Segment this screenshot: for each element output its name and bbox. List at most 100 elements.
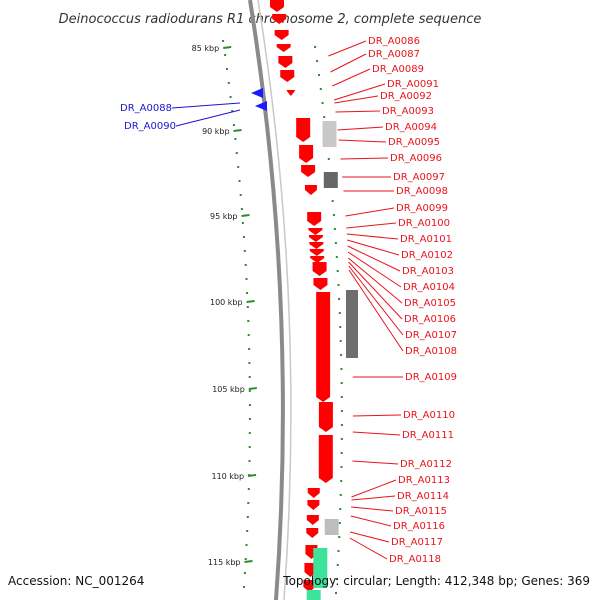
gene-label[interactable]: DR_A0117 bbox=[391, 537, 443, 548]
gc-dot bbox=[246, 530, 249, 532]
tick-label: 95 kbp bbox=[210, 212, 238, 221]
gc-dot bbox=[332, 214, 335, 216]
accession-text: Accession: NC_001264 bbox=[8, 574, 144, 588]
gene-label[interactable]: DR_A0109 bbox=[405, 372, 457, 383]
gene-label[interactable]: DR_A0095 bbox=[388, 137, 440, 148]
gc-dot bbox=[323, 116, 326, 118]
gc-dot bbox=[338, 536, 341, 538]
gc-dot bbox=[243, 572, 246, 574]
cds-arrow bbox=[307, 488, 320, 498]
gc-dot bbox=[244, 264, 247, 266]
gc-dot bbox=[340, 382, 343, 384]
gene-label[interactable]: DR_A0108 bbox=[405, 346, 457, 357]
gc-dot bbox=[333, 228, 336, 230]
gene-label[interactable]: DR_A0115 bbox=[395, 506, 447, 517]
gc-dot bbox=[339, 508, 342, 510]
gene-label[interactable]: DR_A0102 bbox=[401, 250, 453, 261]
gene-label[interactable]: DR_A0088 bbox=[120, 103, 172, 114]
gene-leader-line bbox=[332, 68, 371, 87]
tick-mark bbox=[244, 560, 253, 563]
gene-label[interactable]: DR_A0112 bbox=[400, 459, 452, 470]
cds-arrow bbox=[318, 402, 333, 432]
cds-arrow bbox=[316, 292, 331, 402]
gene-label[interactable]: DR_A0087 bbox=[368, 49, 420, 60]
gene-leader-line bbox=[345, 207, 395, 217]
gc-dot bbox=[226, 68, 228, 70]
gene-label[interactable]: DR_A0090 bbox=[124, 121, 176, 132]
tick-label: 100 kbp bbox=[210, 298, 243, 307]
gene-label[interactable]: DR_A0096 bbox=[390, 153, 442, 164]
gc-dot bbox=[222, 40, 225, 42]
gene-leader-line bbox=[352, 460, 399, 465]
gene-label[interactable]: DR_A0086 bbox=[368, 36, 420, 47]
gc-dot bbox=[319, 88, 322, 90]
gene-label[interactable]: DR_A0098 bbox=[396, 186, 448, 197]
gc-dot bbox=[336, 270, 339, 272]
cds-arrow bbox=[306, 515, 319, 525]
gc-dot bbox=[246, 516, 249, 518]
gene-label[interactable]: DR_A0114 bbox=[397, 491, 449, 502]
gene-label[interactable]: DR_A0091 bbox=[387, 79, 439, 90]
gene-label[interactable]: DR_A0113 bbox=[398, 475, 450, 486]
gene-label[interactable]: DR_A0099 bbox=[396, 203, 448, 214]
gc-dot bbox=[240, 208, 243, 210]
gene-leader-line bbox=[348, 265, 404, 336]
cds-arrow bbox=[307, 212, 322, 226]
gc-dot bbox=[335, 256, 338, 258]
gene-label[interactable]: DR_A0106 bbox=[404, 314, 456, 325]
gc-dot bbox=[248, 362, 251, 364]
cds-arrow bbox=[309, 249, 324, 256]
gc-dot bbox=[334, 242, 337, 244]
gc-dot bbox=[318, 74, 320, 76]
gene-block-dark bbox=[323, 172, 338, 188]
gene-label[interactable]: DR_A0118 bbox=[389, 554, 441, 565]
gene-leader-line bbox=[171, 102, 241, 109]
cds-arrow bbox=[278, 56, 293, 68]
gene-label[interactable]: DR_A0089 bbox=[372, 64, 424, 75]
gene-label[interactable]: DR_A0100 bbox=[398, 218, 450, 229]
gc-dot bbox=[337, 550, 340, 552]
gene-leader-line bbox=[346, 233, 399, 240]
gene-label[interactable]: DR_A0094 bbox=[385, 122, 437, 133]
gene-label[interactable]: DR_A0111 bbox=[402, 430, 454, 441]
tick-mark bbox=[233, 129, 242, 132]
gene-leader-line bbox=[351, 506, 394, 512]
gene-leader-line bbox=[335, 110, 381, 113]
gene-leader-line bbox=[175, 109, 241, 127]
gene-label[interactable]: DR_A0116 bbox=[393, 521, 445, 532]
gene-label[interactable]: DR_A0101 bbox=[400, 234, 452, 245]
gene-label[interactable]: DR_A0097 bbox=[393, 172, 445, 183]
cds-arrow bbox=[304, 185, 317, 195]
gene-leader-line bbox=[346, 222, 397, 229]
gc-dot bbox=[340, 480, 343, 482]
cds-arrow bbox=[270, 0, 284, 12]
gc-dot bbox=[246, 306, 249, 308]
gc-dot bbox=[235, 152, 238, 154]
gene-label[interactable]: DR_A0107 bbox=[405, 330, 457, 341]
gc-dot bbox=[234, 138, 237, 140]
gene-leader-line bbox=[334, 95, 379, 104]
gene-label[interactable]: DR_A0104 bbox=[403, 282, 455, 293]
gc-dot bbox=[231, 110, 234, 112]
gene-leader-line bbox=[349, 537, 388, 560]
gc-dot bbox=[248, 432, 251, 434]
gene-label[interactable]: DR_A0103 bbox=[402, 266, 454, 277]
gene-label[interactable]: DR_A0110 bbox=[403, 410, 455, 421]
cds-arrow bbox=[272, 14, 287, 24]
gene-block-grey bbox=[324, 519, 339, 535]
gene-label[interactable]: DR_A0093 bbox=[382, 106, 434, 117]
gene-label[interactable]: DR_A0092 bbox=[380, 91, 432, 102]
gc-dot bbox=[245, 544, 248, 546]
tick-label: 110 kbp bbox=[211, 472, 244, 481]
tick-mark bbox=[248, 387, 257, 390]
cds-arrow bbox=[308, 228, 323, 235]
map-title: Deinococcus radiodurans R1 chromosome 2,… bbox=[59, 12, 482, 27]
gc-dot bbox=[224, 54, 227, 56]
cds-arrow bbox=[306, 528, 319, 538]
gc-dot bbox=[340, 396, 343, 398]
gene-leader-line bbox=[328, 40, 367, 57]
backbone-inner bbox=[257, 0, 292, 600]
gene-label[interactable]: DR_A0105 bbox=[404, 298, 456, 309]
cds-arrow-reverse bbox=[251, 88, 263, 98]
